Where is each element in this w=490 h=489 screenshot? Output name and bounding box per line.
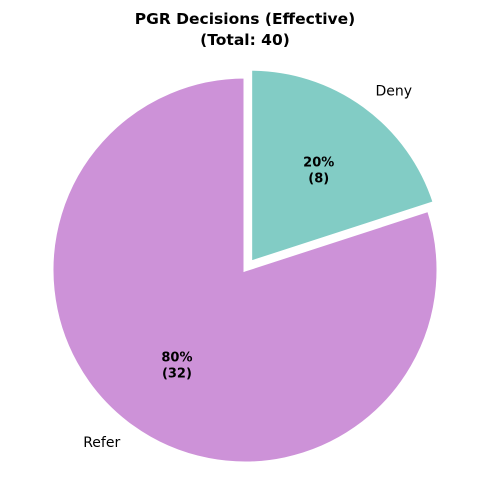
pie-slices bbox=[50, 67, 440, 465]
slice-count-deny: (8) bbox=[308, 172, 329, 187]
slice-percent-deny: 20% bbox=[303, 156, 334, 171]
pie-labels: Deny 20%(8) Refer 80%(32) bbox=[83, 83, 412, 450]
slice-label-deny: Deny bbox=[375, 83, 412, 99]
slice-count-refer: (32) bbox=[162, 367, 192, 382]
slice-label-refer: Refer bbox=[83, 435, 120, 451]
pie-slice-refer bbox=[50, 75, 440, 465]
pie-slice-deny bbox=[249, 67, 437, 265]
chart-title: PGR Decisions (Effective) bbox=[135, 10, 356, 28]
chart-subtitle: (Total: 40) bbox=[200, 31, 290, 49]
slice-percent-refer: 80% bbox=[161, 351, 192, 366]
